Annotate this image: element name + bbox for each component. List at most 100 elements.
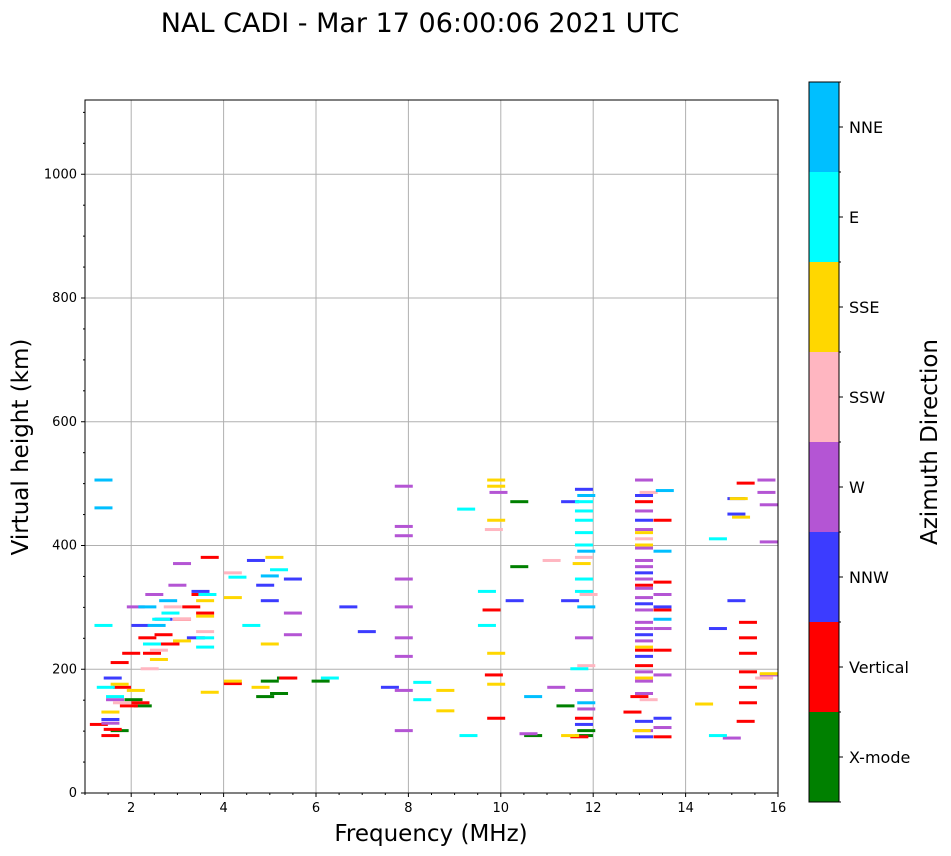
echo-point (339, 605, 358, 609)
x-tick-label: 14 (677, 801, 694, 816)
colorbar-segment (809, 442, 839, 532)
x-axis: 2 4 6 8 10 12 14 16 (84, 793, 787, 816)
echo-point (653, 605, 672, 609)
echo-point (242, 623, 261, 627)
echo-point (94, 506, 113, 510)
echo-point (394, 534, 413, 538)
echo-point (394, 605, 413, 609)
echo-point (159, 599, 178, 603)
echo-point (149, 657, 168, 661)
echo-point (142, 642, 161, 646)
echo-point (223, 571, 242, 575)
echo-point (736, 719, 755, 723)
colorbar-segment (809, 82, 839, 172)
x-tick-label: 6 (312, 801, 320, 816)
echo-point (653, 617, 672, 621)
y-tick-label: 800 (52, 291, 77, 306)
x-tick-label: 16 (770, 801, 787, 816)
echo-point (260, 679, 279, 683)
colorbar: X-mode Vertical NNW W SSW SSE E NNE (808, 81, 910, 803)
echo-point (487, 651, 506, 655)
echo-point (163, 605, 182, 609)
y-tick-label: 400 (52, 539, 77, 554)
colorbar-segment (809, 352, 839, 442)
echo-point (223, 596, 242, 600)
echo-point (561, 500, 580, 504)
echo-point (152, 617, 171, 621)
echo-point (653, 580, 672, 584)
echo-point (94, 623, 113, 627)
echo-point (200, 690, 219, 694)
echo-point (635, 565, 654, 569)
echo-point (131, 623, 150, 627)
grid (85, 100, 779, 794)
echo-point (154, 633, 173, 637)
echo-point (484, 528, 503, 532)
echo-point (653, 627, 672, 631)
colorbar-segment (809, 622, 839, 712)
echo-point (122, 651, 141, 655)
echo-point (635, 558, 654, 562)
echo-point (436, 709, 455, 713)
echo-point (574, 577, 593, 581)
echo-point (459, 734, 478, 738)
echo-point (570, 667, 589, 671)
echo-point (186, 636, 205, 640)
echo-point (574, 636, 593, 640)
echo-point (759, 540, 778, 544)
echo-point (574, 509, 593, 513)
echo-point (738, 651, 757, 655)
series-e (94, 500, 727, 738)
echo-point (653, 735, 672, 739)
series-w (101, 478, 778, 740)
echo-point (394, 729, 413, 733)
echo-point (173, 562, 192, 566)
x-tick-label: 8 (404, 801, 412, 816)
colorbar-segment (809, 532, 839, 622)
echo-point (110, 661, 129, 665)
echo-point (759, 672, 778, 676)
echo-point (729, 497, 748, 501)
echo-point (168, 583, 187, 587)
echo-point (732, 515, 751, 519)
echo-point (101, 717, 120, 721)
echo-point (161, 611, 180, 615)
echo-point (270, 692, 289, 695)
echo-point (196, 614, 215, 618)
echo-point (487, 478, 506, 482)
echo-point (96, 685, 115, 689)
echo-point (738, 636, 757, 640)
echo-point (394, 688, 413, 692)
echo-point (708, 537, 727, 541)
echo-point (196, 636, 215, 640)
echo-point (574, 555, 593, 559)
echo-point (635, 679, 654, 683)
echo-point (727, 512, 746, 516)
echo-point (131, 701, 150, 705)
echo-point (759, 503, 778, 507)
echo-point (161, 642, 180, 646)
echo-point (126, 688, 145, 692)
echo-point (653, 716, 672, 720)
echo-point (635, 494, 654, 497)
echo-point (283, 577, 302, 581)
echo-point (738, 685, 757, 689)
echo-point (256, 695, 275, 699)
echo-point (101, 710, 120, 714)
echo-point (260, 642, 279, 646)
echo-point (635, 602, 654, 606)
x-axis-label: Frequency (MHz) (334, 821, 527, 847)
x-tick-label: 2 (127, 801, 135, 816)
colorbar-label: SSW (849, 388, 885, 407)
echo-point (524, 695, 543, 699)
echo-point (727, 599, 746, 603)
echo-point (124, 698, 143, 702)
echo-point (635, 543, 654, 547)
echo-point (487, 484, 506, 488)
echo-point (635, 719, 654, 723)
echo-point (757, 478, 776, 482)
echo-point (320, 676, 339, 680)
echo-point (635, 648, 654, 652)
echo-point (577, 707, 596, 711)
echo-point (484, 673, 503, 677)
